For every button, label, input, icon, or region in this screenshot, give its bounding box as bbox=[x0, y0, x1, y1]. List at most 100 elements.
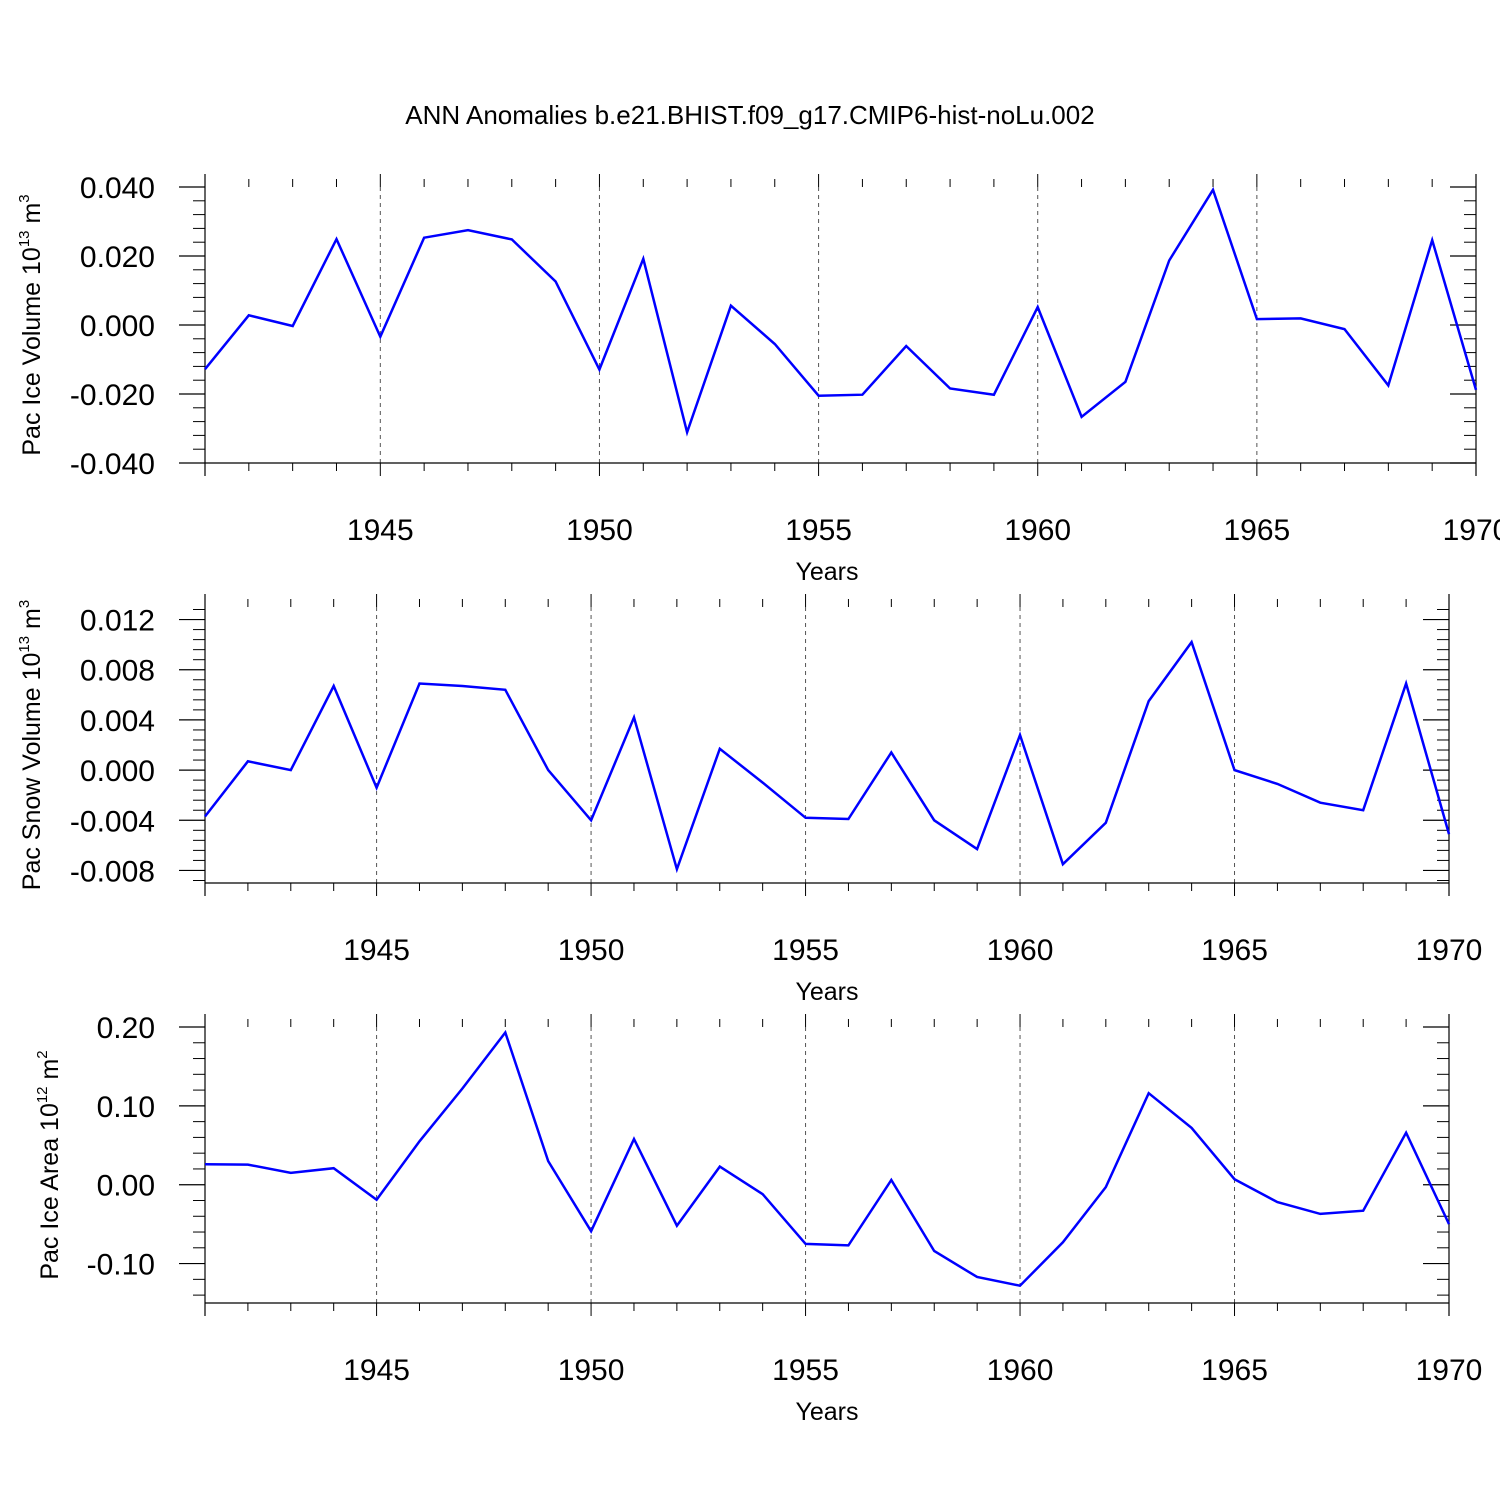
x-tick-label: 1965 bbox=[1201, 934, 1268, 967]
x-tick-label: 1970 bbox=[1443, 514, 1500, 547]
data-point bbox=[289, 768, 293, 772]
data-point bbox=[375, 786, 379, 790]
y-tick-label: -0.040 bbox=[70, 448, 155, 481]
data-point bbox=[291, 324, 295, 328]
x-tick-label: 1945 bbox=[343, 934, 410, 967]
data-point bbox=[247, 313, 251, 317]
y-tick-label: 0.040 bbox=[80, 172, 155, 205]
data-point bbox=[1061, 1240, 1065, 1244]
data-point bbox=[718, 747, 722, 751]
y-axis-label: Pac Snow Volume 1013 m3 bbox=[16, 600, 46, 890]
data-point bbox=[761, 1192, 765, 1196]
data-point bbox=[846, 1243, 850, 1247]
x-tick-label: 1950 bbox=[558, 934, 625, 967]
data-point bbox=[203, 815, 207, 819]
panel-2: -0.008 -0.004 0.000 0.004 0.008 0.012 1945 1950… bbox=[16, 594, 1482, 1006]
data-point bbox=[1386, 383, 1390, 387]
data-point bbox=[1233, 1177, 1237, 1181]
data-point bbox=[804, 816, 808, 820]
panel-1: -0.040 -0.020 0.000 0.020 0.040 1945 1950 1955 1… bbox=[16, 172, 1500, 586]
data-point bbox=[675, 867, 679, 871]
data-point bbox=[773, 342, 777, 346]
y-axis-label: Pac Ice Area 1012 m2 bbox=[34, 1050, 64, 1279]
y-tick-label: 0.008 bbox=[80, 655, 155, 688]
data-point bbox=[932, 818, 936, 822]
data-point bbox=[460, 1087, 464, 1091]
data-point bbox=[203, 1162, 207, 1166]
y-tick-label: 0.20 bbox=[97, 1012, 155, 1045]
data-point bbox=[641, 257, 645, 261]
data-point bbox=[203, 367, 207, 371]
data-point bbox=[761, 781, 765, 785]
data-point bbox=[417, 682, 421, 686]
data-point bbox=[992, 393, 996, 397]
x-tick-label: 1960 bbox=[1004, 514, 1071, 547]
y-tick-label: -0.10 bbox=[87, 1249, 155, 1282]
x-tick-label: 1950 bbox=[566, 514, 633, 547]
y-tick-label: 0.000 bbox=[80, 755, 155, 788]
series-line bbox=[204, 186, 1478, 437]
x-tick-label: 1955 bbox=[772, 934, 839, 967]
data-point bbox=[1430, 238, 1434, 242]
data-point bbox=[1018, 733, 1022, 737]
data-point bbox=[1167, 258, 1171, 262]
data-point bbox=[1343, 327, 1347, 331]
y-axis-label: Pac Ice Volume 1013 m3 bbox=[16, 194, 46, 455]
data-point bbox=[1190, 640, 1194, 644]
data-point bbox=[546, 1159, 550, 1163]
data-point bbox=[1275, 782, 1279, 786]
y-tick-label: 0.10 bbox=[97, 1091, 155, 1124]
data-point bbox=[729, 304, 733, 308]
x-tick-label: 1955 bbox=[772, 1354, 839, 1387]
data-point bbox=[1036, 305, 1040, 309]
x-tick-label: 1960 bbox=[987, 934, 1054, 967]
data-point bbox=[334, 237, 338, 241]
data-point bbox=[1474, 388, 1478, 392]
data-point bbox=[889, 1178, 893, 1182]
panel-3: -0.10 0.00 0.10 0.20 1945 1950 1955 1960 1965 197… bbox=[34, 1012, 1482, 1426]
x-tick-label: 1945 bbox=[347, 514, 414, 547]
data-point bbox=[1447, 832, 1451, 836]
data-point bbox=[378, 335, 382, 339]
data-point bbox=[817, 394, 821, 398]
data-point bbox=[246, 759, 250, 763]
data-point bbox=[460, 684, 464, 688]
y-tick-label: -0.008 bbox=[70, 855, 155, 888]
data-point bbox=[1233, 768, 1237, 772]
data-point bbox=[546, 768, 550, 772]
data-point bbox=[1447, 1222, 1451, 1226]
data-point bbox=[554, 280, 558, 284]
series-line bbox=[204, 1029, 1451, 1288]
data-point bbox=[975, 1275, 979, 1279]
data-point bbox=[1255, 317, 1259, 321]
x-axis-label: Years bbox=[795, 978, 858, 1006]
data-point bbox=[422, 236, 426, 240]
chart-title: ANN Anomalies b.e21.BHIST.f09_g17.CMIP6-… bbox=[405, 100, 1094, 130]
data-point bbox=[860, 393, 864, 397]
y-tick-label: 0.012 bbox=[80, 605, 155, 638]
data-point bbox=[375, 1198, 379, 1202]
data-point bbox=[632, 1137, 636, 1141]
data-point bbox=[1404, 682, 1408, 686]
x-tick-label: 1970 bbox=[1416, 934, 1483, 967]
x-tick-label: 1950 bbox=[558, 1354, 625, 1387]
data-point bbox=[332, 684, 336, 688]
data-point bbox=[718, 1165, 722, 1169]
data-point bbox=[1147, 1091, 1151, 1095]
data-point bbox=[466, 228, 470, 232]
x-axis-label: Years bbox=[795, 558, 858, 586]
data-point bbox=[1147, 699, 1151, 703]
x-tick-label: 1970 bbox=[1416, 1354, 1483, 1387]
data-point bbox=[1104, 821, 1108, 825]
data-point bbox=[1299, 316, 1303, 320]
data-point bbox=[589, 1229, 593, 1233]
data-point bbox=[685, 430, 689, 434]
x-tick-label: 1960 bbox=[987, 1354, 1054, 1387]
data-point bbox=[1318, 1212, 1322, 1216]
y-tick-label: 0.000 bbox=[80, 310, 155, 343]
x-tick-label: 1955 bbox=[785, 514, 852, 547]
data-point bbox=[675, 1224, 679, 1228]
data-point bbox=[1275, 1200, 1279, 1204]
data-point bbox=[332, 1166, 336, 1170]
